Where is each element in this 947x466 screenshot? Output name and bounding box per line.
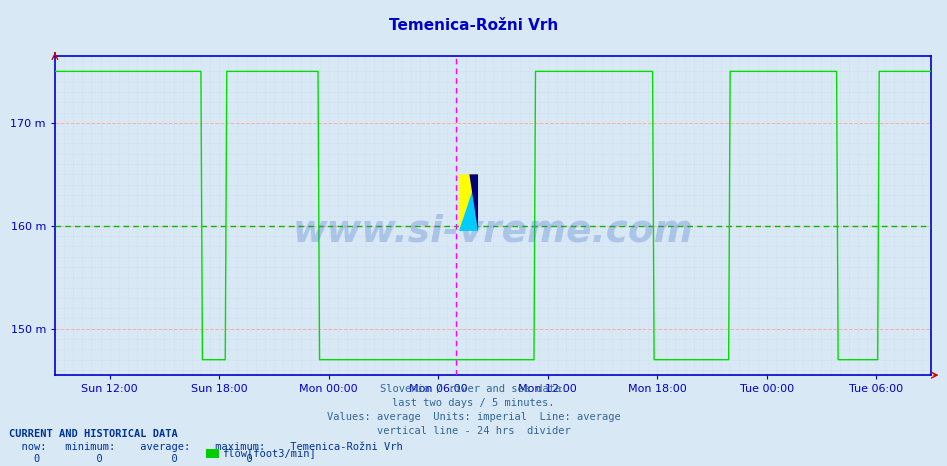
Text: Slovenia / river and sea data.: Slovenia / river and sea data. xyxy=(380,384,567,394)
Text: Temenica-Rožni Vrh: Temenica-Rožni Vrh xyxy=(389,18,558,33)
Polygon shape xyxy=(470,174,478,231)
Text: CURRENT AND HISTORICAL DATA: CURRENT AND HISTORICAL DATA xyxy=(9,429,178,439)
Text: vertical line - 24 hrs  divider: vertical line - 24 hrs divider xyxy=(377,426,570,436)
Polygon shape xyxy=(458,174,478,231)
Text: last two days / 5 minutes.: last two days / 5 minutes. xyxy=(392,398,555,408)
Text: Values: average  Units: imperial  Line: average: Values: average Units: imperial Line: av… xyxy=(327,412,620,422)
Text: www.si-vreme.com: www.si-vreme.com xyxy=(293,213,693,249)
Text: flow[foot3/min]: flow[foot3/min] xyxy=(222,448,315,459)
Text: 0         0           0           0: 0 0 0 0 xyxy=(9,454,253,464)
Polygon shape xyxy=(458,174,478,231)
Text: now:   minimum:    average:    maximum:    Temenica-Rožni Vrh: now: minimum: average: maximum: Temenica… xyxy=(9,441,403,452)
